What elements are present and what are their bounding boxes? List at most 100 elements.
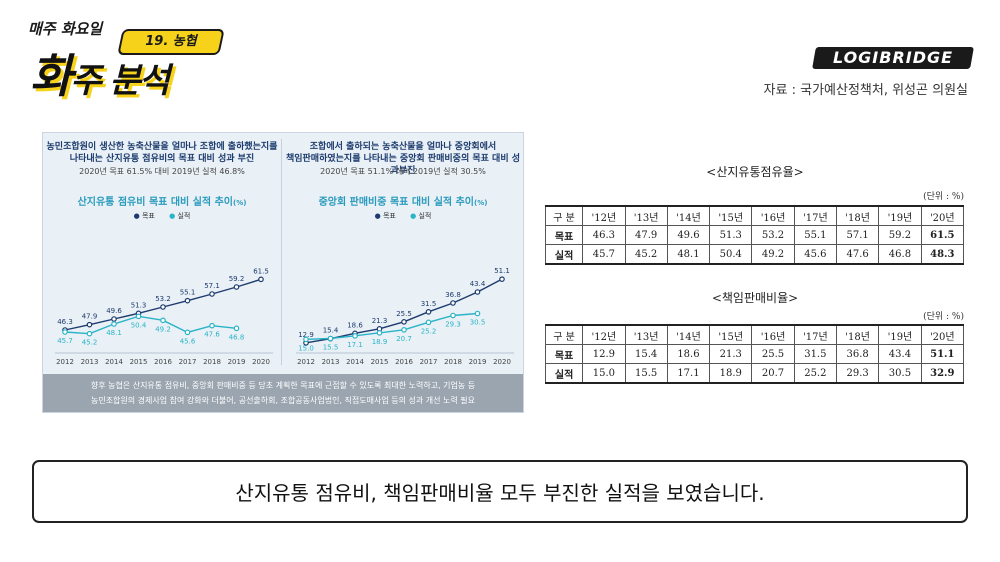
data-label-target: 46.3 xyxy=(57,318,73,326)
series-title: 화주 분석 xyxy=(30,40,170,106)
data-point-target xyxy=(474,289,481,295)
table-cell: 51.3 xyxy=(709,225,753,245)
left-line-chart: 2012 2013 2014 2015 2016 2017 2018 2019 2020 46.3… xyxy=(55,267,273,366)
table-cell: 46.3 xyxy=(582,225,626,245)
table-cell: 47.9 xyxy=(624,225,668,245)
table-cell: 29.3 xyxy=(835,363,880,384)
data-label-target: 31.5 xyxy=(421,300,437,308)
table-cell: 25.5 xyxy=(751,344,795,364)
table-cell: 32.9 xyxy=(920,363,965,384)
series-title-rest: 주 분석 xyxy=(70,61,170,101)
x-tick-label: 2020 xyxy=(493,358,511,366)
data-point-target xyxy=(160,304,166,310)
left-chart-title: 산지유통 점유비 목표 대비 실적 추이(%) xyxy=(43,193,281,208)
data-label-actual: 49.2 xyxy=(155,325,171,333)
data-label-actual: 45.7 xyxy=(57,337,73,345)
x-tick-label: 2018 xyxy=(444,358,462,366)
data-point-target xyxy=(258,276,264,283)
data-point-actual xyxy=(474,310,481,317)
target-marker-icon: ● xyxy=(133,212,140,220)
table-year-header: '13년 xyxy=(624,205,668,226)
table-cell: 59.2 xyxy=(878,225,922,245)
target-marker-icon: ● xyxy=(374,212,381,220)
data-point-actual xyxy=(352,333,358,339)
right-heading: 조합에서 출하되는 농축산물을 얼마나 중앙회에서 책임판매하였는지를 나타내는… xyxy=(284,141,522,177)
table-year-header: '18년 xyxy=(835,205,880,226)
data-point-target xyxy=(86,321,93,328)
table-cell: 55.1 xyxy=(793,225,837,245)
table-cell: 36.8 xyxy=(835,344,880,364)
table-cell: 50.4 xyxy=(709,244,753,265)
data-label-target: 61.5 xyxy=(253,267,269,275)
data-point-target xyxy=(233,284,240,290)
table-year-header: '20년 xyxy=(920,324,965,345)
table1-caption: <산지유통점유율> xyxy=(706,165,804,179)
legend-actual: 실적 xyxy=(418,212,432,220)
table2-unit: (단위 : %) xyxy=(923,312,964,322)
table-cell: 15.0 xyxy=(582,363,626,384)
x-tick-label: 2016 xyxy=(395,358,413,366)
data-label-actual: 20.7 xyxy=(396,335,412,343)
data-label-actual: 47.6 xyxy=(204,331,220,339)
table-year-header: '19년 xyxy=(878,205,922,226)
weekly-label: 매주 화요일 xyxy=(28,20,103,38)
x-tick-label: 2012 xyxy=(56,358,74,366)
footer-line2: 농민조합원의 경제사업 참여 강화와 더불어, 공선출하회, 조합공동사업법인,… xyxy=(90,396,476,405)
table-cell: 48.1 xyxy=(666,244,711,265)
data-label-target: 55.1 xyxy=(180,289,196,297)
table-cell: 46.8 xyxy=(878,244,922,265)
table-year-header: '17년 xyxy=(793,324,837,345)
data-point-actual xyxy=(376,330,383,336)
table-cell: 49.2 xyxy=(751,244,795,265)
table-cell: 45.7 xyxy=(582,244,626,265)
brand-logo-text: LOGIBRIDGE xyxy=(832,48,954,67)
table-sanji-share: 구 분 '12년 '13년 '14년 '15년 '16년 '17년 '18년 '19년 '20년 목… xyxy=(544,205,965,265)
right-legend: ● 목표 ● 실적 xyxy=(284,211,522,221)
series-line-actual xyxy=(64,315,237,335)
data-label-target: 15.4 xyxy=(323,327,339,335)
summary-message: 산지유통 점유비, 책임판매비율 모두 부진한 실적을 보였습니다. xyxy=(32,460,968,523)
table-cell: 53.2 xyxy=(751,225,795,245)
data-label-actual: 15.0 xyxy=(298,344,314,352)
table-year-header: '16년 xyxy=(751,205,795,226)
table-cell: 15.4 xyxy=(624,344,668,364)
actual-marker-icon: ● xyxy=(410,212,417,220)
data-label-target: 12.9 xyxy=(298,331,314,339)
data-point-actual xyxy=(327,335,334,342)
table-header-row: 구 분 '12년 '13년 '14년 '15년 '16년 '17년 '18년 '19년 '20년 xyxy=(544,324,965,345)
table-cell: 20.7 xyxy=(751,363,795,384)
data-label-actual: 45.6 xyxy=(180,337,196,345)
right-heading-line1: 조합에서 출하되는 농축산물을 얼마나 중앙회에서 xyxy=(309,142,497,152)
table-year-header: '19년 xyxy=(878,324,922,345)
data-point-actual xyxy=(135,313,142,320)
x-tick-label: 2013 xyxy=(322,358,340,366)
legend-target: 목표 xyxy=(141,212,155,220)
table-year-header: '14년 xyxy=(666,205,711,226)
table-year-header: '20년 xyxy=(920,205,965,226)
table-row-header: 목표 xyxy=(544,344,584,364)
right-chart-unit: (%) xyxy=(474,199,488,207)
table-cell: 48.3 xyxy=(920,244,965,265)
data-point-actual xyxy=(425,319,432,326)
data-point-actual xyxy=(450,312,456,319)
table-cell: 15.5 xyxy=(624,363,668,384)
data-label-actual: 45.2 xyxy=(82,339,98,347)
data-label-target: 21.3 xyxy=(372,317,388,325)
data-point-actual xyxy=(184,329,191,336)
data-point-target xyxy=(450,300,456,306)
table-corner-header: 구 분 xyxy=(544,324,584,345)
table-row: 목표 12.9 15.4 18.6 21.3 25.5 31.5 36.8 43.4 51.1 xyxy=(544,344,965,364)
data-label-target: 47.9 xyxy=(82,313,98,321)
table-cell: 51.1 xyxy=(920,344,965,364)
data-point-actual xyxy=(62,329,68,335)
data-label-actual: 25.2 xyxy=(421,327,437,335)
right-chart-title: 중앙회 판매비중 목표 대비 실적 추이(%) xyxy=(284,193,522,208)
table-year-header: '12년 xyxy=(582,324,626,345)
table1-unit: (단위 : %) xyxy=(923,192,964,202)
table-row: 실적 45.7 45.2 48.1 50.4 49.2 45.6 47.6 46.8 48.3 xyxy=(544,244,965,265)
data-label-actual: 15.5 xyxy=(323,344,339,352)
table-cell: 45.2 xyxy=(624,244,668,265)
data-label-actual: 17.1 xyxy=(347,341,363,349)
right-line-chart: 2012 2013 2014 2015 2016 2017 2018 2019 2020 12.9… xyxy=(296,267,514,366)
table-year-header: '17년 xyxy=(793,205,837,226)
